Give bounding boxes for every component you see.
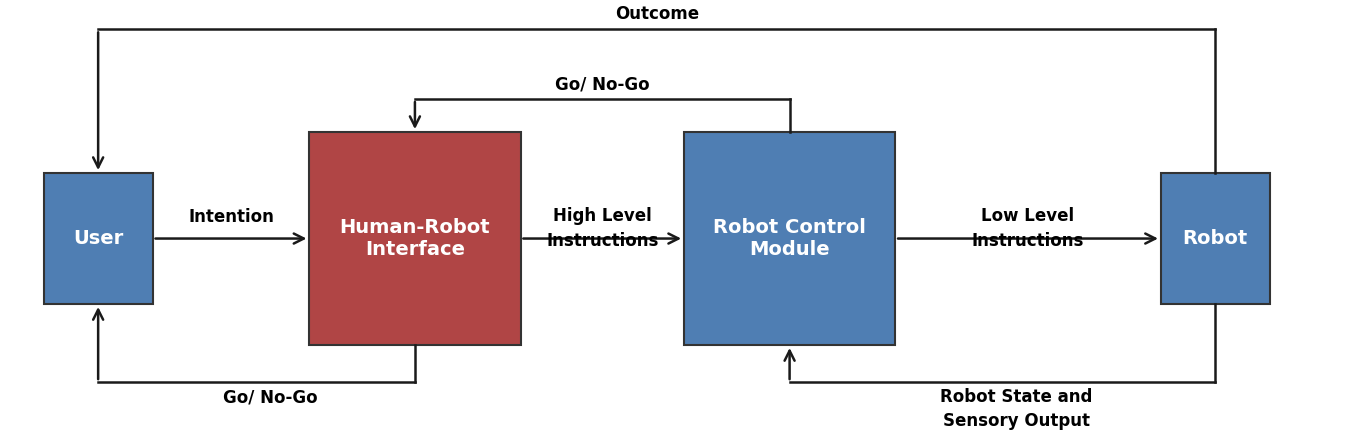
FancyBboxPatch shape (684, 132, 895, 345)
Text: High Level
Instructions: High Level Instructions (546, 207, 658, 250)
Text: Outcome: Outcome (614, 5, 699, 23)
Text: Intention: Intention (187, 208, 274, 226)
FancyBboxPatch shape (309, 132, 520, 345)
Text: Low Level
Instructions: Low Level Instructions (971, 207, 1085, 250)
Text: Go/ No-Go: Go/ No-Go (223, 388, 317, 406)
Text: Robot: Robot (1183, 229, 1248, 248)
Text: Robot State and
Sensory Output: Robot State and Sensory Output (940, 388, 1092, 430)
FancyBboxPatch shape (1161, 173, 1270, 304)
FancyBboxPatch shape (44, 173, 153, 304)
Text: Human-Robot
Interface: Human-Robot Interface (339, 218, 490, 259)
Text: Go/ No-Go: Go/ No-Go (555, 75, 650, 93)
Text: Robot Control
Module: Robot Control Module (713, 218, 866, 259)
Text: User: User (73, 229, 123, 248)
